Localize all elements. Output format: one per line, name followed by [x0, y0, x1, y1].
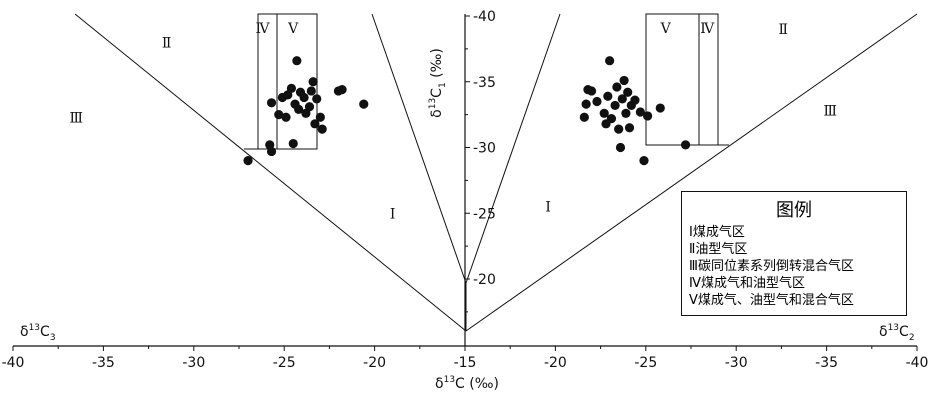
data-point [621, 108, 631, 118]
data-point [315, 112, 325, 122]
boundary-right-outer [465, 13, 918, 332]
data-point [617, 94, 627, 104]
zone-label: Ⅲ [823, 104, 837, 120]
boundary-left-inner [371, 13, 467, 284]
zone-box-right-V [645, 13, 700, 146]
zone-label: Ⅱ [162, 35, 172, 51]
data-point [680, 140, 691, 150]
data-point [243, 156, 253, 166]
x-tick-label: -25 [634, 355, 657, 371]
x-tick-label: -40 [906, 355, 929, 371]
data-point [614, 124, 624, 134]
data-point [630, 95, 640, 105]
y-tick-label: -25 [473, 206, 496, 222]
data-point [623, 87, 633, 97]
x-axis-title: δ13C (‰) [435, 375, 499, 392]
data-point [310, 119, 320, 129]
data-point [624, 123, 635, 133]
zone-label: Ⅳ [256, 21, 271, 37]
zone-label: Ⅰ [545, 200, 551, 216]
data-point [317, 124, 327, 134]
y-tick-label: -20 [473, 272, 496, 288]
data-point [304, 102, 315, 112]
boundary-right-inner [465, 13, 561, 284]
x-axis-ticks: -40 -35 -30 -25 -20 -15 -20 -25 -30 -35 -40 [2, 346, 929, 371]
zone-label: Ⅴ [660, 21, 672, 37]
data-point [615, 142, 626, 153]
y-tick-label: -30 [473, 141, 496, 157]
legend-item-zone-4: Ⅳ煤成气和油型气区 [689, 276, 805, 291]
y-axis-title: δ13C1 (‰) [428, 48, 448, 118]
data-point [359, 99, 369, 109]
data-point [635, 107, 645, 117]
x-tick-label: -15 [454, 355, 477, 371]
x-tick-label: -20 [363, 355, 386, 371]
data-point [299, 92, 309, 103]
data-point [308, 77, 318, 87]
x-tick-label: -30 [182, 355, 205, 371]
legend-item-zone-2: Ⅱ油型气区 [689, 242, 748, 257]
x-tick-label: -35 [92, 355, 115, 371]
zone-label: Ⅰ [390, 206, 396, 222]
data-point [266, 98, 277, 108]
y-tick-label: -40 [473, 9, 496, 25]
x-tick-label: -20 [544, 355, 567, 371]
zone-label: Ⅳ [700, 21, 715, 37]
data-point [599, 108, 609, 118]
corner-label-left: δ13C3 [20, 323, 56, 343]
zone-label: Ⅲ [70, 110, 84, 126]
data-point [605, 56, 615, 66]
x-tick-label: -40 [2, 355, 25, 371]
x-tick-label: -30 [725, 355, 748, 371]
legend-title: 图例 [776, 200, 812, 221]
data-point [286, 83, 297, 93]
data-point [579, 112, 589, 122]
data-point [619, 75, 629, 86]
data-point [581, 99, 591, 109]
data-point [592, 96, 602, 107]
data-point [274, 110, 284, 120]
data-point [337, 85, 347, 95]
zone-boundaries [74, 13, 918, 332]
data-point [612, 82, 622, 92]
data-points [243, 56, 691, 166]
corner-label-right: δ13C2 [879, 323, 915, 343]
data-point [288, 138, 298, 149]
data-point [603, 91, 613, 101]
zone-box-right-IV [698, 13, 719, 146]
y-tick-label: -35 [473, 75, 496, 91]
data-point [655, 103, 665, 113]
legend: 图例 Ⅰ煤成气区 Ⅱ油型气区 Ⅲ碳同位素系列倒转混合气区 Ⅳ煤成气和油型气区 Ⅴ… [681, 191, 907, 316]
data-point [610, 100, 620, 111]
data-point [639, 156, 649, 166]
data-point [643, 111, 653, 121]
data-point [292, 56, 302, 66]
boundary-left-outer [74, 13, 467, 332]
zone-label: Ⅱ [778, 22, 788, 38]
data-point [312, 94, 322, 104]
data-point [266, 146, 277, 157]
y-axis-ticks: -40 -35 -30 -25 -20 [465, 9, 496, 313]
x-tick-label: -35 [815, 355, 838, 371]
data-point [281, 112, 291, 122]
zone-label: Ⅴ [287, 21, 299, 37]
legend-item-zone-3: Ⅲ碳同位素系列倒转混合气区 [689, 259, 854, 274]
data-point [294, 104, 304, 114]
data-point [306, 86, 316, 96]
data-point [606, 113, 617, 124]
data-point [586, 86, 597, 96]
x-tick-label: -25 [273, 355, 296, 371]
legend-item-zone-5: Ⅴ煤成气、油型气和混合气区 [689, 293, 854, 308]
legend-item-zone-1: Ⅰ煤成气区 [689, 225, 745, 240]
